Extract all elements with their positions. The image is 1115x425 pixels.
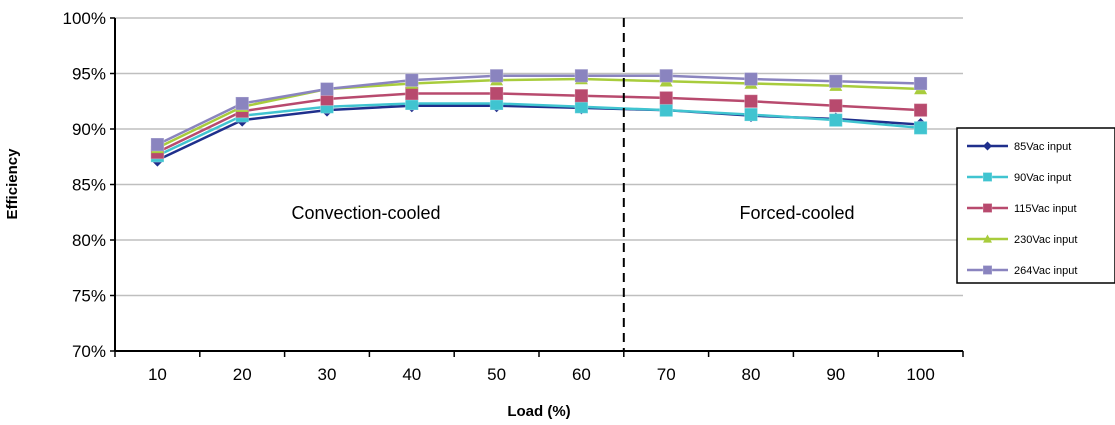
y-tick-label-75: 75% xyxy=(72,287,106,306)
x-tick-label-100: 100 xyxy=(906,365,934,384)
gridlines xyxy=(115,17,963,297)
y-tick-label-100: 100% xyxy=(63,9,106,28)
series-line-264vac-input xyxy=(156,74,921,146)
x-tick-label-20: 20 xyxy=(233,365,252,384)
legend: 85Vac input 90Vac input 115Vac input 230Vac… xyxy=(956,127,1115,284)
data-point-90vac-input-80 xyxy=(744,107,758,122)
y-axis-ticks: 70% 75% 80% 85% 90% 95% 100% xyxy=(63,9,115,361)
legend-marker-85vac-input xyxy=(983,141,992,151)
series-line-90vac-input xyxy=(156,102,921,157)
legend-marker-115vac-input xyxy=(982,203,993,213)
legend-marker-230vac-input xyxy=(983,234,992,243)
y-tick-label-90: 90% xyxy=(72,120,106,139)
x-tick-label-50: 50 xyxy=(487,365,506,384)
series-line-230vac-input xyxy=(156,77,921,149)
y-tick-label-85: 85% xyxy=(72,176,106,195)
y-tick-label-70: 70% xyxy=(72,342,106,361)
x-axis-ticks: 10 20 30 40 50 60 70 80 90 100 xyxy=(114,351,964,384)
series-line-85vac-input xyxy=(156,104,921,162)
data-point-115vac-input-60 xyxy=(574,88,589,103)
data-point-264vac-input-90 xyxy=(828,74,843,89)
data-point-264vac-input-100 xyxy=(913,76,928,91)
data-point-264vac-input-30 xyxy=(320,82,334,97)
data-point-90vac-input-90 xyxy=(828,113,843,128)
y-axis-title: Efficiency xyxy=(4,148,21,220)
data-point-115vac-input-50 xyxy=(489,86,504,101)
legend-label-85vac-input: 85Vac input xyxy=(1014,141,1071,153)
legend-label-230vac-input: 230Vac input xyxy=(1014,234,1077,246)
x-tick-label-40: 40 xyxy=(402,365,421,384)
series-85vac-input xyxy=(150,99,928,167)
x-tick-label-80: 80 xyxy=(742,365,761,384)
data-point-264vac-input-40 xyxy=(404,73,419,88)
data-point-90vac-input-100 xyxy=(913,120,928,135)
x-tick-label-90: 90 xyxy=(826,365,845,384)
annotation-forced-cooled: Forced-cooled xyxy=(739,203,854,223)
series-115vac-input xyxy=(150,86,928,160)
legend-label-264vac-input: 264Vac input xyxy=(1014,265,1077,277)
data-point-264vac-input-80 xyxy=(744,72,758,87)
x-tick-label-30: 30 xyxy=(318,365,337,384)
series-264vac-input xyxy=(150,68,928,152)
data-point-264vac-input-50 xyxy=(489,68,504,83)
data-point-115vac-input-40 xyxy=(404,86,419,101)
legend-marker-264vac-input xyxy=(982,265,993,275)
data-point-264vac-input-20 xyxy=(235,96,250,111)
annotation-convection-cooled: Convection-cooled xyxy=(291,203,440,223)
data-point-115vac-input-70 xyxy=(659,90,674,105)
series-group xyxy=(150,68,928,167)
data-point-264vac-input-10 xyxy=(150,137,165,152)
x-tick-label-10: 10 xyxy=(148,365,167,384)
data-point-115vac-input-100 xyxy=(913,103,928,118)
y-tick-label-80: 80% xyxy=(72,231,106,250)
legend-label-115vac-input: 115Vac input xyxy=(1014,203,1077,215)
x-tick-label-70: 70 xyxy=(657,365,676,384)
x-axis-title: Load (%) xyxy=(507,403,570,420)
data-point-264vac-input-60 xyxy=(574,68,589,83)
legend-marker-90vac-input xyxy=(982,172,993,182)
series-line-115vac-input xyxy=(156,92,921,154)
data-point-90vac-input-70 xyxy=(659,103,674,118)
y-tick-label-95: 95% xyxy=(72,65,106,84)
data-point-264vac-input-70 xyxy=(659,68,674,83)
data-point-115vac-input-80 xyxy=(744,94,758,109)
legend-label-90vac-input: 90Vac input xyxy=(1014,172,1071,184)
x-tick-label-60: 60 xyxy=(572,365,591,384)
data-point-115vac-input-90 xyxy=(828,98,843,113)
